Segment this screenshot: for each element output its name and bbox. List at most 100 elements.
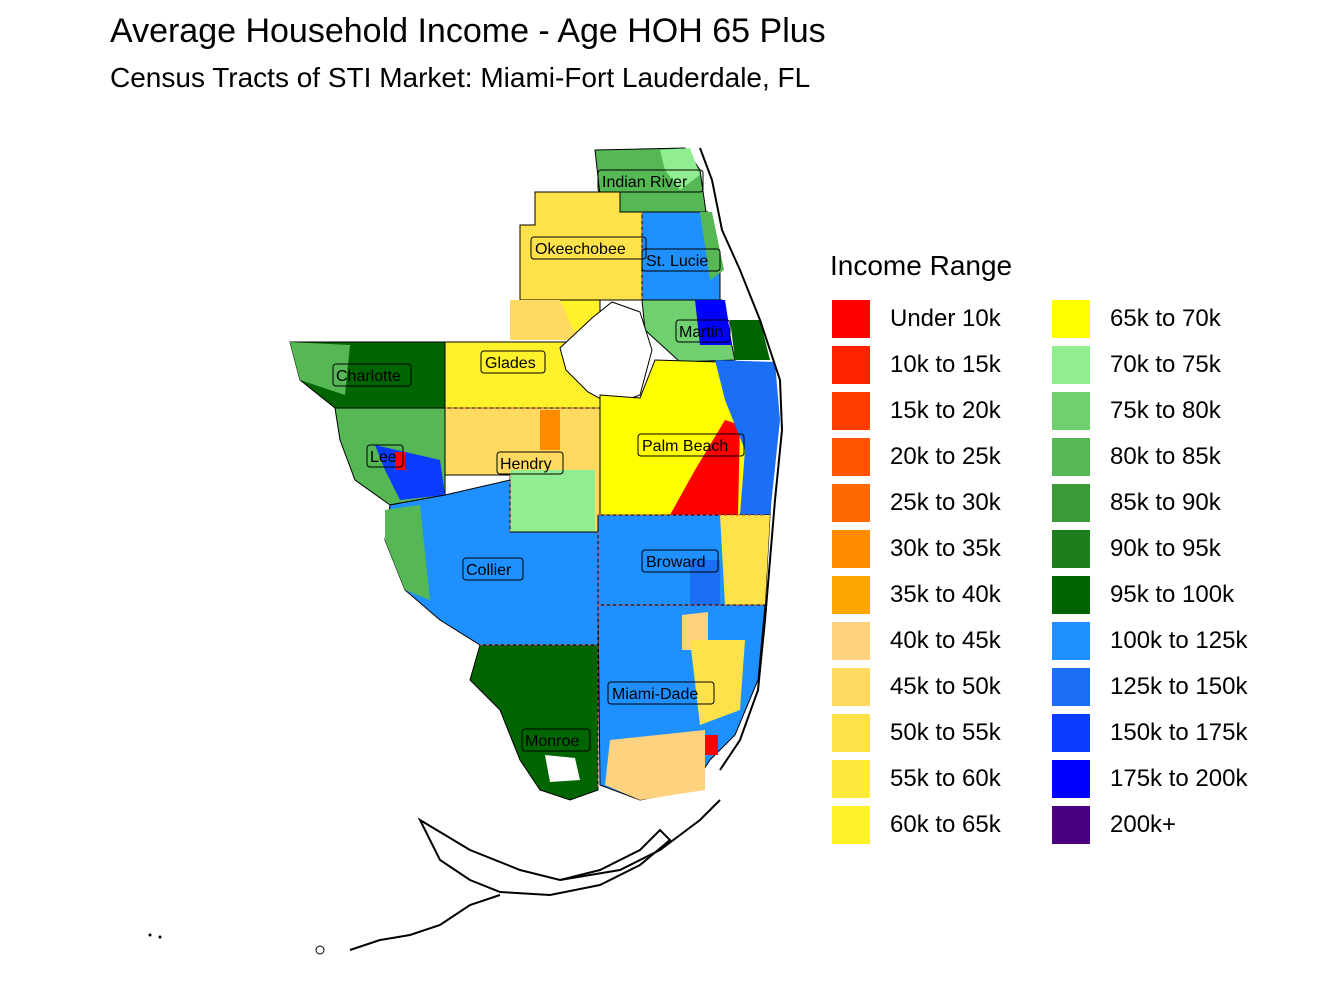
legend-label: 80k to 85k xyxy=(1110,443,1221,470)
legend-label: 100k to 125k xyxy=(1110,627,1248,654)
svg-text:Monroe: Monroe xyxy=(525,733,579,750)
legend-swatch xyxy=(830,390,872,432)
legend-swatch xyxy=(830,574,872,616)
legend-swatch xyxy=(1050,344,1092,386)
legend-swatch xyxy=(830,712,872,754)
legend-label: 25k to 30k xyxy=(890,489,1001,516)
svg-text:Martin: Martin xyxy=(679,324,723,341)
county-label-collier: Collier xyxy=(462,557,524,581)
lake-okeechobee xyxy=(559,301,653,406)
legend-label: Under 10k xyxy=(890,305,1001,332)
svg-text:Okeechobee: Okeechobee xyxy=(535,241,626,258)
legend-item: 35k to 40k xyxy=(830,572,1030,618)
svg-text:Miami-Dade: Miami-Dade xyxy=(612,686,698,703)
legend-item: 80k to 85k xyxy=(1050,434,1250,480)
svg-text:Lee: Lee xyxy=(370,449,397,466)
legend-swatch xyxy=(830,344,872,386)
legend-column-1: Under 10k 10k to 15k 15k to 20k 20k to 25k 2… xyxy=(830,296,1030,848)
legend-label: 70k to 75k xyxy=(1110,351,1221,378)
svg-text:Glades: Glades xyxy=(485,355,536,372)
county-label-palm-beach: Palm Beach xyxy=(637,433,745,457)
legend-swatch xyxy=(1050,298,1092,340)
legend-label: 35k to 40k xyxy=(890,581,1001,608)
legend-item: 75k to 80k xyxy=(1050,388,1250,434)
legend-swatch xyxy=(830,528,872,570)
county-label-okeechobee: Okeechobee xyxy=(530,236,647,260)
legend-label: 55k to 60k xyxy=(890,765,1001,792)
legend-item: 25k to 30k xyxy=(830,480,1030,526)
legend-item: 15k to 20k xyxy=(830,388,1030,434)
legend-swatch xyxy=(1050,436,1092,478)
county-label-glades: Glades xyxy=(480,350,546,374)
income-legend: Income Range Under 10k 10k to 15k 15k to 2… xyxy=(830,250,1250,848)
legend-item: 70k to 75k xyxy=(1050,342,1250,388)
legend-label: 90k to 95k xyxy=(1110,535,1221,562)
legend-label: 40k to 45k xyxy=(890,627,1001,654)
legend-label: 30k to 35k xyxy=(890,535,1001,562)
legend-swatch xyxy=(830,436,872,478)
legend-column-2: 65k to 70k 70k to 75k 75k to 80k 80k to 85k… xyxy=(1050,296,1250,848)
legend-swatch xyxy=(830,804,872,846)
county-label-indian-river: Indian River xyxy=(597,169,704,193)
legend-label: 20k to 25k xyxy=(890,443,1001,470)
county-label-monroe: Monroe xyxy=(521,728,591,752)
legend-item: 85k to 90k xyxy=(1050,480,1250,526)
legend-label: 10k to 15k xyxy=(890,351,1001,378)
legend-swatch xyxy=(1050,804,1092,846)
legend-swatch xyxy=(830,666,872,708)
svg-text:Collier: Collier xyxy=(466,562,512,579)
legend-label: 175k to 200k xyxy=(1110,765,1248,792)
legend-item: 50k to 55k xyxy=(830,710,1030,756)
legend-item: 175k to 200k xyxy=(1050,756,1250,802)
legend-item: 95k to 100k xyxy=(1050,572,1250,618)
legend-swatch xyxy=(830,298,872,340)
county-label-charlotte: Charlotte xyxy=(332,363,412,387)
county-label-hendry: Hendry xyxy=(496,451,564,475)
legend-swatch xyxy=(830,620,872,662)
map-subtitle: Census Tracts of STI Market: Miami-Fort … xyxy=(110,62,811,93)
legend-item: 65k to 70k xyxy=(1050,296,1250,342)
legend-label: 85k to 90k xyxy=(1110,489,1221,516)
legend-label: 200k+ xyxy=(1110,811,1177,838)
svg-text:Palm Beach: Palm Beach xyxy=(642,438,728,455)
legend-swatch xyxy=(1050,758,1092,800)
legend-swatch xyxy=(1050,482,1092,524)
legend-item: 90k to 95k xyxy=(1050,526,1250,572)
choropleth-map: Indian River Okeechobee St. Lucie Martin… xyxy=(148,147,784,955)
legend-item: 20k to 25k xyxy=(830,434,1030,480)
map-title: Average Household Income - Age HOH 65 Pl… xyxy=(110,12,826,50)
legend-item: 60k to 65k xyxy=(830,802,1030,848)
legend-label: 65k to 70k xyxy=(1110,305,1221,332)
legend-title: Income Range xyxy=(830,250,1013,281)
county-label-broward: Broward xyxy=(641,549,719,573)
legend-item: 125k to 150k xyxy=(1050,664,1250,710)
svg-text:St. Lucie: St. Lucie xyxy=(646,253,708,270)
legend-item: 10k to 15k xyxy=(830,342,1030,388)
legend-item: 45k to 50k xyxy=(830,664,1030,710)
legend-label: 15k to 20k xyxy=(890,397,1001,424)
legend-item: 30k to 35k xyxy=(830,526,1030,572)
county-label-martin: Martin xyxy=(675,319,731,343)
legend-item: 200k+ xyxy=(1050,802,1250,848)
legend-label: 75k to 80k xyxy=(1110,397,1221,424)
legend-swatch xyxy=(830,758,872,800)
legend-swatch xyxy=(1050,620,1092,662)
legend-swatch xyxy=(1050,712,1092,754)
svg-text:Hendry: Hendry xyxy=(500,456,552,473)
county-label-miami-dade: Miami-Dade xyxy=(607,681,715,705)
legend-item: 150k to 175k xyxy=(1050,710,1250,756)
svg-text:Indian River: Indian River xyxy=(602,174,688,191)
county-label-lee: Lee xyxy=(366,444,404,468)
legend-label: 60k to 65k xyxy=(890,811,1001,838)
legend-item: 40k to 45k xyxy=(830,618,1030,664)
legend-swatch xyxy=(1050,390,1092,432)
svg-text:Charlotte: Charlotte xyxy=(336,368,401,385)
legend-label: 150k to 175k xyxy=(1110,719,1248,746)
county-label-st-lucie: St. Lucie xyxy=(641,248,721,272)
legend-item: 55k to 60k xyxy=(830,756,1030,802)
legend-label: 50k to 55k xyxy=(890,719,1001,746)
legend-label: 95k to 100k xyxy=(1110,581,1235,608)
svg-text:Broward: Broward xyxy=(646,554,706,571)
legend-swatch xyxy=(1050,574,1092,616)
legend-swatch xyxy=(1050,528,1092,570)
